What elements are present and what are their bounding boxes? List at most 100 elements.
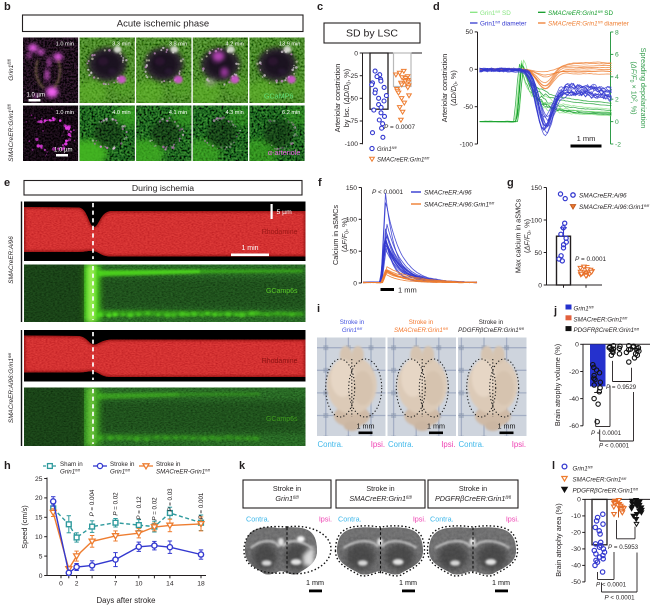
svg-text:18: 18 <box>197 581 205 588</box>
svg-text:-100: -100 <box>345 141 359 148</box>
svg-text:Speed (cm/s): Speed (cm/s) <box>20 505 29 548</box>
svg-text:P = 0.001: P = 0.001 <box>198 492 205 519</box>
svg-text:Grin1fl/fl SD: Grin1fl/fl SD <box>480 10 511 17</box>
svg-text:P < 0.0001: P < 0.0001 <box>605 595 636 602</box>
svg-text:g: g <box>507 177 514 189</box>
svg-text:1.0 min: 1.0 min <box>56 110 74 116</box>
svg-text:-100: -100 <box>460 141 474 148</box>
svg-text:SMACreER:Ai96: SMACreER:Ai96 <box>424 190 472 197</box>
svg-text:SMACreER:Ai96:Grin1fl/fl: SMACreER:Ai96:Grin1fl/fl <box>579 203 649 211</box>
svg-text:1 mm: 1 mm <box>306 578 324 587</box>
svg-text:GCamp6s: GCamp6s <box>266 288 298 295</box>
svg-text:SMACreER:Grin1fl/fl: SMACreER:Grin1fl/fl <box>7 103 15 161</box>
svg-text:Stroke in: Stroke in <box>340 319 365 326</box>
svg-text:-2: -2 <box>615 141 621 148</box>
svg-text:-40: -40 <box>569 396 579 403</box>
svg-text:Contra.: Contra. <box>318 440 344 449</box>
svg-text:-50: -50 <box>571 579 581 586</box>
svg-text:PDGFRβCreER:Grin1fl/fl: PDGFRβCreER:Grin1fl/fl <box>458 326 524 334</box>
svg-text:Brain atrophy volume (%): Brain atrophy volume (%) <box>553 344 562 426</box>
svg-text:0: 0 <box>59 581 63 588</box>
svg-text:Stroke in: Stroke in <box>273 484 301 493</box>
svg-text:(ΔF/F0, %): (ΔF/F0, %) <box>340 218 351 252</box>
svg-text:P = 0.02: P = 0.02 <box>113 492 120 516</box>
svg-text:-20: -20 <box>569 369 579 376</box>
svg-text:Grin1fl/fl: Grin1fl/fl <box>110 469 130 476</box>
svg-text:4.0 min: 4.0 min <box>112 110 130 116</box>
svg-text:15: 15 <box>35 515 43 522</box>
svg-text:SMACreER:Grin1fl/fl: SMACreER:Grin1fl/fl <box>574 316 628 323</box>
svg-text:(ΔF/F0, %): (ΔF/F0, %) <box>523 219 534 253</box>
svg-text:SMACreER:Grin1fl/fl SD: SMACreER:Grin1fl/fl SD <box>548 10 613 17</box>
svg-text:PDGFRβCreER:Grin1fl/fl: PDGFRβCreER:Grin1fl/fl <box>573 487 639 494</box>
svg-text:1 mm: 1 mm <box>357 422 375 431</box>
svg-text:During ischemia: During ischemia <box>132 183 194 193</box>
svg-text:GCaMP6: GCaMP6 <box>264 92 294 101</box>
svg-text:-75: -75 <box>348 118 358 125</box>
svg-text:3.3 min: 3.3 min <box>112 42 130 48</box>
svg-text:4.2 min: 4.2 min <box>225 42 243 48</box>
svg-text:Stroke in: Stroke in <box>110 461 135 468</box>
svg-text:P = 0.004: P = 0.004 <box>89 489 96 516</box>
svg-text:Grin1fl/fl: Grin1fl/fl <box>342 326 362 334</box>
svg-text:Grin1fl/fl: Grin1fl/fl <box>60 469 80 476</box>
svg-text:SD by LSC: SD by LSC <box>346 28 398 40</box>
svg-text:1.0 µm: 1.0 µm <box>27 93 45 99</box>
svg-text:0: 0 <box>353 280 357 287</box>
svg-text:6: 6 <box>615 52 619 59</box>
svg-text:7: 7 <box>114 581 118 588</box>
svg-text:0: 0 <box>538 282 542 289</box>
svg-text:Arteriolar constriction: Arteriolar constriction <box>333 64 342 133</box>
svg-text:GCamp6s: GCamp6s <box>266 416 298 423</box>
svg-text:Sham in: Sham in <box>60 461 83 468</box>
svg-text:Grin1fl/fl: Grin1fl/fl <box>377 146 397 153</box>
svg-text:1 mm: 1 mm <box>577 134 596 143</box>
svg-text:P = 0.0001: P = 0.0001 <box>575 256 607 263</box>
svg-text:SMACreER:Ai96: SMACreER:Ai96 <box>579 193 627 200</box>
svg-text:Rhodamine: Rhodamine <box>262 229 298 236</box>
svg-text:Ipsi.: Ipsi. <box>371 440 385 449</box>
svg-text:α-arteriole: α-arteriole <box>268 148 301 157</box>
svg-text:-50: -50 <box>348 96 358 103</box>
svg-text:P = 0.0007: P = 0.0007 <box>384 124 416 131</box>
svg-text:Stroke in: Stroke in <box>366 484 394 493</box>
svg-text:150: 150 <box>346 185 357 192</box>
svg-text:1.0 µm: 1.0 µm <box>54 148 72 154</box>
svg-text:Spreading depolarization: Spreading depolarization <box>639 48 648 129</box>
svg-text:P < 0.0001: P < 0.0001 <box>596 582 627 589</box>
svg-text:50: 50 <box>466 29 474 36</box>
svg-text:Contra.: Contra. <box>338 515 362 524</box>
svg-text:1.0 min: 1.0 min <box>56 42 74 48</box>
svg-text:1 mm: 1 mm <box>399 578 417 587</box>
svg-text:1 mm: 1 mm <box>498 422 516 431</box>
svg-text:6.2 min: 6.2 min <box>282 110 300 116</box>
svg-text:Grin1fl/fl: Grin1fl/fl <box>7 58 15 81</box>
svg-text:P = 0.9529: P = 0.9529 <box>606 384 637 391</box>
svg-text:Calcium in aSMCs: Calcium in aSMCs <box>331 205 340 265</box>
svg-text:P = 0.03: P = 0.03 <box>167 488 174 512</box>
svg-text:-50: -50 <box>463 104 473 111</box>
svg-text:i: i <box>317 303 320 315</box>
svg-text:l: l <box>552 460 555 472</box>
svg-text:10: 10 <box>35 534 43 541</box>
svg-text:P = 0.12: P = 0.12 <box>136 496 143 520</box>
svg-text:0: 0 <box>577 497 581 504</box>
svg-text:h: h <box>4 460 11 472</box>
svg-text:Stroke in: Stroke in <box>409 319 434 326</box>
svg-text:by lsc. (ΔD/D0, %): by lsc. (ΔD/D0, %) <box>342 69 353 127</box>
svg-text:1 mm: 1 mm <box>427 422 445 431</box>
svg-text:14: 14 <box>166 581 174 588</box>
svg-text:2: 2 <box>615 97 619 104</box>
svg-text:50: 50 <box>350 249 358 256</box>
svg-text:Grin1fl/fl: Grin1fl/fl <box>573 466 593 473</box>
svg-text:Contra.: Contra. <box>388 440 414 449</box>
svg-text:P = 0.02: P = 0.02 <box>151 497 158 521</box>
svg-text:Brain atrophy area (%): Brain atrophy area (%) <box>554 503 563 576</box>
svg-text:Rhodamine: Rhodamine <box>262 358 298 365</box>
svg-text:Ipsi.: Ipsi. <box>319 515 332 524</box>
svg-text:Stroke in: Stroke in <box>156 461 181 468</box>
svg-text:Ipsi.: Ipsi. <box>441 440 455 449</box>
svg-text:P < 0.0001: P < 0.0001 <box>591 430 622 437</box>
svg-text:SMACreER:Grin1fl/fl: SMACreER:Grin1fl/fl <box>394 326 448 334</box>
svg-text:Arteriolar constriction: Arteriolar constriction <box>440 54 449 123</box>
